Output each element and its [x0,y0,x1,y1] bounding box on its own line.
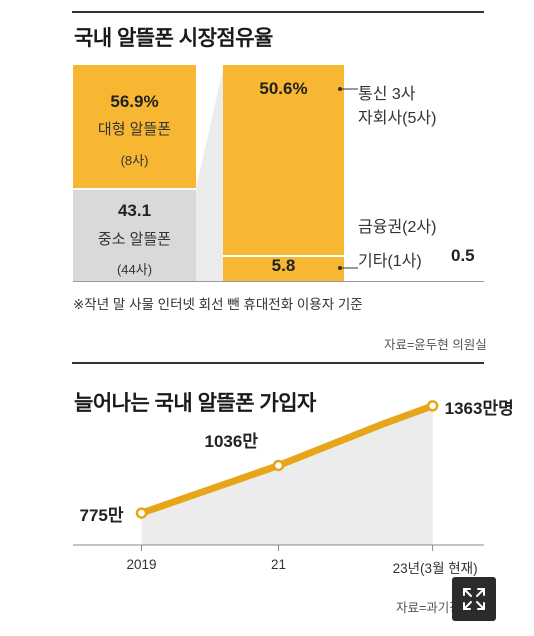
other-extra-value: 0.5 [451,246,475,265]
data-point [272,459,285,472]
mid-rule [72,362,484,364]
telecom-value: 50.6% [259,79,308,98]
x-tick-label: 23년(3월 현재) [392,561,478,576]
telecom-subsidiary-block [223,65,344,281]
telecom-label-1: 통신 3사 [358,86,416,103]
expand-button[interactable] [452,577,496,621]
small-mvno-block [73,190,196,281]
other-value: 5.8 [271,256,296,275]
share-source: 자료=윤두현 의원실 [384,338,487,352]
large-mvno-block [73,65,196,188]
x-tick-label: 2019 [126,557,157,572]
other-label: 기타(1사) [358,253,422,270]
value-label: 775만 [79,506,124,526]
share-title: 국내 알뜰폰 시장점유율 [74,27,273,50]
expand-icon [463,588,485,610]
share-note: ※작년 말 사물 인터넷 회선 뺀 휴대전화 이용자 기준 [73,297,363,312]
telecom-label-2: 자회사(5사) [358,110,437,127]
small-mvno-value: 43.1 [117,201,152,220]
value-label: 1363만명 [444,398,514,418]
large-mvno-value: 56.9% [110,92,159,111]
finance-label: 금융권(2사) [358,219,437,236]
share-bottom-rule [73,281,484,282]
small-mvno-count: (44사) [116,262,153,277]
x-tick-label: 21 [270,557,287,572]
subscriber-title: 늘어나는 국내 알뜰폰 가입자 [74,392,316,415]
data-point [135,507,148,519]
top-rule [72,11,484,13]
small-mvno-label: 중소 알뜰폰 [97,231,172,248]
breakdown-divider [223,255,344,257]
data-point [426,400,439,412]
large-mvno-label: 대형 알뜰폰 [97,121,172,138]
subscriber-line [138,402,437,517]
large-mvno-count: (8사) [120,153,149,168]
leader-markers [338,87,358,270]
value-label: 1036만 [204,432,258,452]
breakdown-connector [196,65,224,281]
subscriber-area [141,405,433,545]
